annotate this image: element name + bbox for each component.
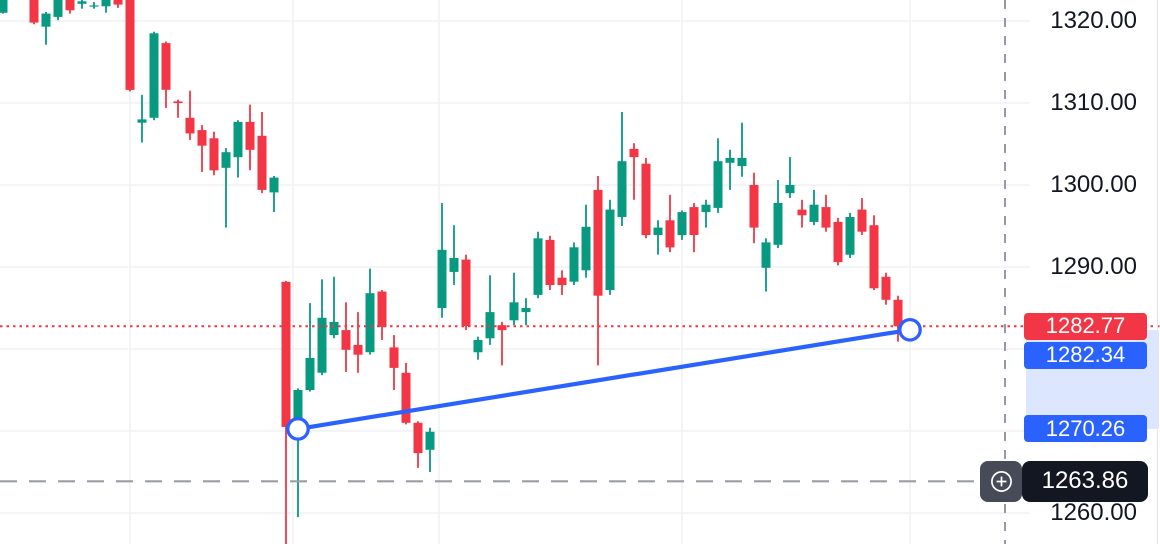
candle-body xyxy=(245,121,255,150)
axis-right-border xyxy=(1157,0,1158,544)
candle-body xyxy=(797,209,807,216)
candle-body xyxy=(197,130,207,146)
candle-body xyxy=(761,242,771,268)
trendline-start-handle[interactable] xyxy=(286,417,310,441)
candle-body xyxy=(809,204,819,222)
candle-body xyxy=(41,13,51,27)
candle-body xyxy=(881,276,891,300)
candle-body xyxy=(869,225,879,289)
candle-body xyxy=(653,227,663,235)
candle-body xyxy=(893,299,903,327)
candle-body xyxy=(821,207,831,228)
axis-price-label: 1260.00 xyxy=(1050,499,1137,526)
candle-body xyxy=(473,340,483,353)
trendline-start-price-badge: 1270.26 xyxy=(1024,415,1147,443)
candle-body xyxy=(545,239,555,285)
trendline[interactable] xyxy=(297,327,911,431)
price-axis[interactable]: 1282.77 1282.34 1270.26 1263.86 1320.00 1… xyxy=(980,0,1160,544)
crosshair-price-badge: 1263.86 xyxy=(1022,460,1148,502)
candle-body xyxy=(389,347,399,368)
candle-body xyxy=(569,247,579,282)
candle-body xyxy=(425,431,435,450)
candle-body xyxy=(461,259,471,326)
candle-body xyxy=(221,152,231,168)
candle-body xyxy=(713,161,723,208)
candle-body xyxy=(77,1,87,4)
candle-body xyxy=(173,101,183,103)
trendline-end-handle[interactable] xyxy=(898,317,922,342)
candle-body xyxy=(845,217,855,255)
candle-body xyxy=(857,209,867,232)
axis-price-label: 1310.00 xyxy=(1050,89,1137,116)
candle-body xyxy=(581,226,591,271)
axis-price-label: 1320.00 xyxy=(1050,7,1137,34)
candle-body xyxy=(725,157,735,163)
axis-price-label: 1290.00 xyxy=(1050,253,1137,280)
candle-body xyxy=(377,291,387,327)
candle-body xyxy=(641,163,651,235)
candle-body xyxy=(29,0,39,23)
candle-body xyxy=(365,293,375,353)
candle-body xyxy=(53,0,63,17)
candle-body xyxy=(833,221,843,263)
candle-body xyxy=(449,258,459,272)
add-order-plus-button[interactable] xyxy=(980,460,1022,502)
candle-body xyxy=(113,0,123,5)
candle-body xyxy=(137,119,147,123)
candle-body xyxy=(521,308,531,313)
candle-body xyxy=(293,390,303,427)
candle-body xyxy=(89,5,99,7)
candle-body xyxy=(533,238,543,295)
candle-body xyxy=(305,358,315,390)
candle-body xyxy=(401,372,411,423)
candle-body xyxy=(125,0,135,90)
candle-body xyxy=(149,33,159,118)
candle-body xyxy=(269,177,279,193)
candle-body xyxy=(65,0,75,11)
candle-body xyxy=(677,212,687,236)
candle-body xyxy=(593,189,603,296)
candle-body xyxy=(101,0,111,7)
candle-body xyxy=(737,157,747,167)
candle-body xyxy=(257,135,267,190)
candle-body xyxy=(689,207,699,235)
candle-body xyxy=(329,321,339,335)
axis-price-label: 1300.00 xyxy=(1050,171,1137,198)
candle-body xyxy=(437,249,447,308)
last-price-badge: 1282.77 xyxy=(1024,312,1147,340)
candle-body xyxy=(497,325,507,331)
candle-body xyxy=(281,281,291,427)
candle-body xyxy=(617,161,627,217)
candle-body xyxy=(557,277,567,286)
candle-body xyxy=(317,317,327,373)
candle-body xyxy=(161,43,171,90)
plus-circle-icon xyxy=(988,468,1015,495)
candle-body xyxy=(605,209,615,290)
candle-body xyxy=(629,148,639,158)
candle-body xyxy=(749,185,759,228)
candle-body xyxy=(485,312,495,339)
candle-body xyxy=(509,302,519,321)
candle-body xyxy=(233,121,243,158)
candle-body xyxy=(413,422,423,454)
trendline-end-price-badge: 1282.34 xyxy=(1024,341,1147,369)
candle-body xyxy=(0,0,8,13)
candle-body xyxy=(773,203,783,245)
candle-body xyxy=(701,204,711,213)
candle-body xyxy=(341,330,351,350)
candle-body xyxy=(353,344,363,355)
candle-body xyxy=(665,220,675,248)
candle-body xyxy=(185,117,195,134)
candle-body xyxy=(785,185,795,194)
candle-body xyxy=(209,138,219,171)
